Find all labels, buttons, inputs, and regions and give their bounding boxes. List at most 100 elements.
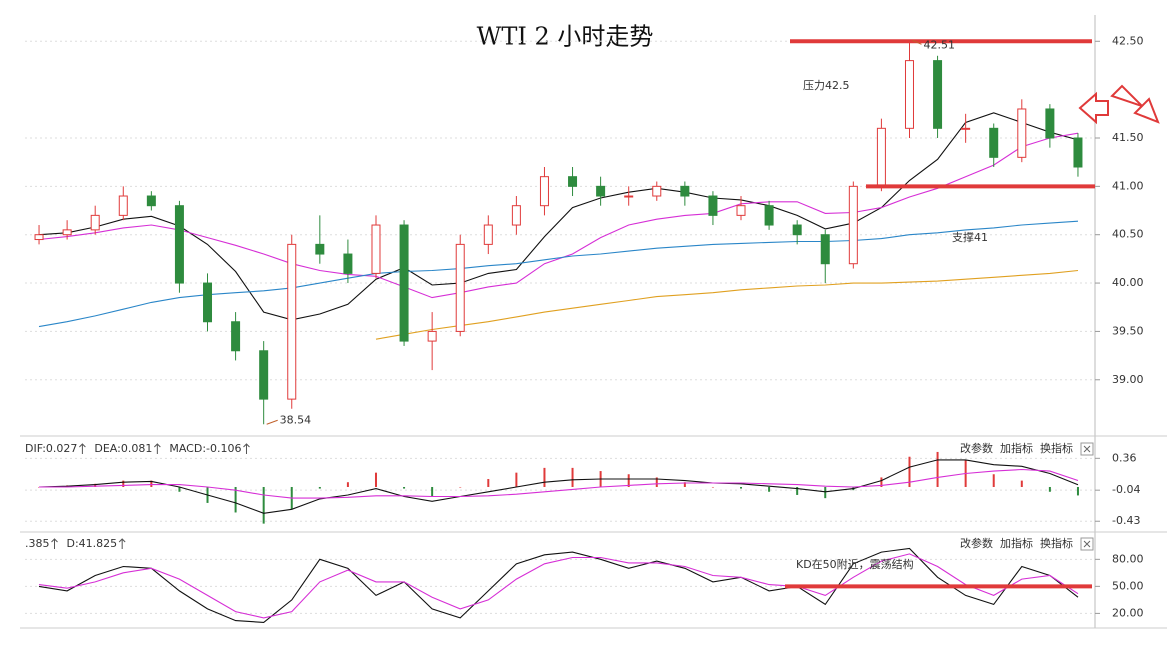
candle-body [680, 185, 690, 197]
extreme-pointer [266, 419, 278, 425]
trend-arrow [51, 538, 58, 549]
trend-arrow [243, 443, 250, 454]
candle-body [259, 350, 269, 400]
macd-bar [543, 467, 546, 487]
level-label: KD在50附近，震荡结构 [796, 557, 914, 571]
indicator-value: DEA:0.081 [94, 442, 152, 455]
indicator-line [375, 269, 1079, 340]
candle-body [287, 243, 297, 400]
arrow-icon [1110, 84, 1160, 124]
y-tick-label: -0.43 [1112, 514, 1140, 527]
toolbar-button[interactable]: 加指标 [1000, 441, 1033, 455]
y-tick-label: 41.00 [1112, 179, 1144, 192]
y-tick-label: 0.36 [1112, 451, 1137, 464]
toolbar-button[interactable]: 换指标 [1040, 441, 1073, 455]
indicator-value: MACD:-0.106 [169, 442, 241, 455]
macd-bar [768, 486, 771, 492]
toolbar-button[interactable]: 加指标 [1000, 536, 1033, 550]
toolbar-button[interactable]: 换指标 [1040, 536, 1073, 550]
y-tick-label: 20.00 [1112, 606, 1144, 619]
y-tick-label: 80.00 [1112, 552, 1144, 565]
candle-body [539, 176, 549, 207]
candle-body [455, 243, 465, 332]
macd-bar [122, 480, 125, 487]
candle-body [511, 205, 521, 226]
candle-body [399, 224, 409, 342]
candle-body [764, 205, 774, 226]
candle-body [1045, 108, 1055, 139]
macd-bar [796, 486, 799, 495]
macd-bar [1076, 486, 1079, 496]
y-tick-label: 39.50 [1112, 324, 1144, 337]
candle-body [315, 243, 325, 255]
trend-arrow [118, 538, 126, 549]
candle-body [427, 330, 437, 342]
indicator-value: .385 [25, 537, 50, 550]
macd-bar [683, 482, 686, 487]
macd-bar [374, 472, 377, 487]
candle-body [62, 229, 72, 236]
macd-bar [1048, 486, 1051, 492]
candle-body [961, 127, 971, 130]
macd-bar [992, 474, 995, 487]
macd-bar [571, 467, 574, 487]
macd-bar [487, 479, 490, 487]
candle-body [1017, 108, 1027, 158]
macd-bar [824, 486, 827, 499]
y-tick-label: 41.50 [1112, 131, 1144, 144]
candle-body [1073, 137, 1083, 168]
candle-body [34, 234, 44, 241]
macd-bar [880, 477, 883, 487]
candle-body [624, 195, 634, 198]
y-tick-label: 40.50 [1112, 228, 1144, 241]
macd-bar [711, 486, 714, 488]
candle-body [146, 195, 156, 207]
macd-bar [1020, 480, 1023, 487]
level-label: 支撑41 [952, 230, 988, 244]
macd-bar [627, 474, 630, 487]
candle-body [343, 253, 353, 274]
candle-body [989, 127, 999, 158]
trend-arrow [79, 443, 86, 454]
macd-bar [150, 480, 153, 487]
macd-bar [936, 451, 939, 487]
y-tick-label: 42.50 [1112, 34, 1144, 47]
candle-body [904, 60, 914, 129]
candle-body [708, 195, 718, 216]
toolbar-button[interactable]: 改参数 [960, 536, 993, 550]
indicator-value: D:41.825 [67, 537, 118, 550]
macd-bar [655, 477, 658, 487]
macd-bar [403, 486, 406, 489]
macd-bar [262, 486, 265, 524]
extreme-label: 38.54 [280, 413, 312, 426]
macd-bar [740, 486, 743, 489]
indicator-line [38, 547, 1079, 623]
candle-body [203, 282, 213, 323]
macd-bar [346, 482, 349, 487]
candle-body [596, 185, 606, 197]
candle-body [792, 224, 802, 236]
candle-body [118, 195, 128, 216]
indicator-line [38, 220, 1079, 328]
y-tick-label: 39.00 [1112, 373, 1144, 386]
trend-arrow [153, 443, 161, 454]
indicator-line [38, 459, 1079, 514]
macd-bar [94, 483, 97, 487]
candle-body [568, 176, 578, 187]
macd-bar [178, 486, 181, 492]
candle-body [90, 214, 100, 231]
y-tick-label: -0.04 [1112, 483, 1140, 496]
close-icon [1083, 445, 1091, 453]
macd-bar [318, 486, 321, 489]
level-label: 压力42.5 [803, 79, 850, 92]
candle-body [483, 224, 493, 245]
macd-bar [908, 456, 911, 487]
candle-body [371, 224, 381, 274]
toolbar-button[interactable]: 改参数 [960, 441, 993, 455]
macd-bar [459, 486, 462, 488]
indicator-value: DIF:0.027 [25, 442, 77, 455]
chart-title: WTI 2 小时走势 [477, 23, 654, 51]
indicator-line [38, 132, 1079, 299]
